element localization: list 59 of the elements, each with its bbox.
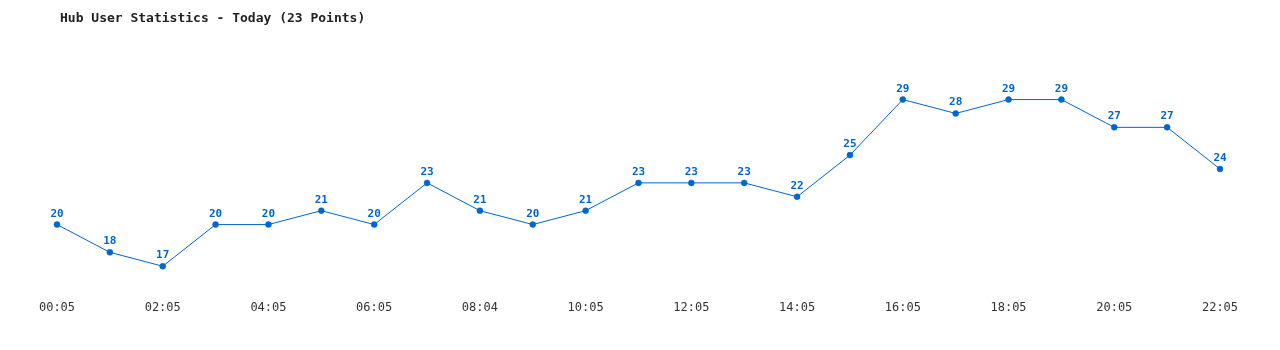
point [1005, 96, 1012, 103]
point [899, 96, 907, 103]
data-label: 22 [790, 178, 804, 192]
point [952, 110, 959, 117]
chart-title: Hub User Statistics - Today (23 Points) [60, 10, 366, 25]
data-label: 27 [1160, 109, 1174, 123]
data-label: 17 [156, 248, 170, 262]
point [476, 207, 484, 214]
point [529, 221, 537, 228]
x-tick-label: 14:05 [779, 299, 816, 314]
data-label: 23 [737, 164, 751, 178]
x-tick-label: 22:05 [1201, 299, 1239, 314]
data-label: 20 [50, 206, 64, 220]
x-tick-label: 08:04 [461, 299, 498, 314]
x-tick-label: 18:05 [990, 299, 1027, 314]
data-label: 29 [896, 81, 910, 95]
point [106, 249, 114, 256]
point [1058, 96, 1065, 103]
point [846, 151, 854, 159]
point [423, 179, 431, 187]
point [688, 179, 695, 187]
data-label: 21 [473, 192, 487, 206]
x-tick-label: 20:05 [1096, 299, 1133, 314]
data-label: 27 [1107, 109, 1121, 123]
x-tick-label: 06:05 [356, 299, 393, 314]
data-label: 20 [367, 206, 381, 220]
point [159, 262, 166, 270]
data-label: 28 [949, 95, 963, 109]
data-label: 25 [843, 137, 857, 151]
data-label: 29 [1001, 81, 1016, 95]
data-label: 20 [526, 206, 540, 220]
data-label: 18 [103, 234, 117, 248]
x-tick-label: 12:05 [673, 299, 710, 314]
point [53, 221, 61, 228]
point [212, 221, 219, 228]
x-tick-label: 04:05 [250, 299, 287, 314]
data-label: 20 [261, 206, 276, 220]
data-label: 23 [684, 164, 698, 178]
x-tick-label: 10:05 [567, 299, 604, 314]
x-tick-label: 00:05 [38, 299, 76, 314]
x-tick-label: 16:05 [884, 299, 921, 314]
point [370, 221, 378, 228]
point [793, 193, 801, 201]
data-label: 23 [631, 164, 646, 178]
data-label: 29 [1054, 81, 1069, 95]
data-label: 20 [208, 206, 223, 220]
data-label: 24 [1213, 151, 1227, 164]
data-label: 21 [314, 192, 329, 206]
point [635, 179, 642, 187]
point [318, 207, 325, 214]
x-tick-label: 02:05 [144, 299, 181, 314]
point [740, 179, 748, 187]
point [1111, 124, 1118, 131]
data-label: 21 [579, 192, 593, 206]
point [1163, 124, 1171, 131]
point [265, 221, 272, 228]
point [582, 207, 589, 214]
point [1216, 165, 1224, 173]
data-label: 23 [420, 164, 434, 178]
